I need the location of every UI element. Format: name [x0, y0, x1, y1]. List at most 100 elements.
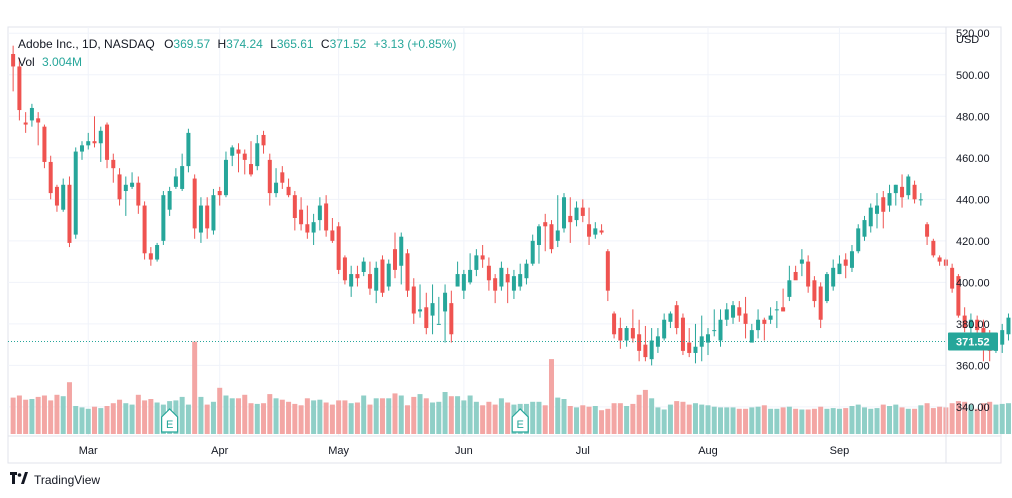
volume-bar [148, 399, 154, 434]
volume-bar [79, 407, 85, 434]
volume-bar [1005, 403, 1011, 434]
volume-bar [66, 382, 72, 434]
volume-bar [417, 394, 423, 434]
candle-body [54, 186, 59, 206]
time-tick-label: Aug [698, 445, 718, 457]
candle [787, 265, 792, 302]
volume-bar [987, 401, 993, 434]
candle [756, 309, 761, 339]
volume-bar [254, 403, 260, 434]
candle [812, 276, 817, 308]
candle-body [136, 182, 141, 206]
candle-body [217, 191, 222, 196]
volume-bar [329, 404, 335, 434]
volume-bar [492, 404, 498, 434]
candle-body [1006, 317, 1011, 335]
candle-body [123, 184, 128, 192]
volume-bar [830, 408, 836, 434]
volume-bar [686, 404, 692, 434]
volume-bar [154, 402, 160, 434]
candle-body [48, 161, 53, 194]
candle [831, 259, 836, 291]
candle [255, 134, 260, 171]
candle [574, 201, 579, 227]
volume-bar [743, 408, 749, 434]
candle [399, 232, 404, 285]
volume-bar [811, 408, 817, 434]
candle-body [806, 261, 811, 287]
volume-bar [292, 403, 298, 434]
candle [236, 143, 241, 173]
candle [762, 317, 767, 341]
tradingview-attribution[interactable]: TradingView [10, 472, 100, 487]
candle-body [192, 178, 197, 229]
candle [142, 201, 147, 260]
candle [518, 263, 523, 291]
volume-bar [636, 394, 642, 434]
volume-bar [548, 359, 554, 434]
candle-body [173, 176, 178, 187]
candle [806, 255, 811, 293]
candle [918, 193, 923, 206]
volume-bar [104, 406, 110, 434]
candle [280, 166, 285, 189]
volume-bar [298, 405, 304, 434]
candle-body [461, 274, 466, 291]
candle-body [843, 259, 848, 266]
candle [856, 224, 861, 254]
earnings-marker[interactable]: E [511, 408, 529, 433]
candle-body [818, 286, 823, 320]
volume-bar [893, 404, 899, 434]
candle [418, 284, 423, 318]
price-axis[interactable]: 520.00 500.00 480.00 460.00 440.00 420.00 400.… [956, 28, 990, 414]
close-label: C [320, 37, 330, 51]
candle [555, 195, 560, 248]
volume-bar [461, 400, 467, 434]
volume-bar [505, 402, 511, 434]
candle [173, 168, 178, 189]
candle [48, 155, 53, 200]
volume-bar [661, 409, 667, 434]
volume-bar [855, 404, 861, 434]
tradingview-logo-icon [10, 472, 28, 487]
volume-bar [480, 405, 486, 434]
candle-body [875, 205, 880, 214]
candle-body [530, 240, 535, 264]
candle-body [155, 244, 160, 260]
earnings-marker-label: E [166, 419, 173, 431]
volume-bar [868, 408, 874, 434]
candle [79, 141, 84, 160]
candle [743, 296, 748, 339]
time-tick-label: Sep [830, 445, 850, 457]
candle [161, 191, 166, 245]
volume-bar [135, 394, 141, 434]
volume-bar [35, 396, 41, 434]
volume-bar [398, 395, 404, 434]
candle [330, 218, 335, 243]
earnings-marker[interactable]: E [161, 408, 179, 433]
candle [768, 307, 773, 324]
candle [637, 319, 642, 362]
candle [17, 58, 22, 121]
time-axis[interactable]: Mar Apr May Jun Jul Aug Sep [79, 445, 849, 457]
candle-body [724, 309, 729, 320]
candle-body [449, 303, 454, 335]
candle-body [587, 224, 592, 237]
volume-bar [980, 403, 986, 434]
volume-bar [98, 408, 104, 434]
volume-bar [323, 402, 329, 434]
candle-body [687, 342, 692, 353]
candle [286, 178, 291, 198]
candle [211, 188, 216, 235]
high-value: 374.24 [226, 37, 263, 51]
volume-bar [836, 408, 842, 434]
candle [937, 255, 942, 266]
candle [731, 301, 736, 324]
candle [98, 126, 103, 162]
volume-bar [23, 399, 29, 434]
volume-bar [235, 398, 241, 434]
candle-body [649, 340, 654, 360]
tradingview-brand: TradingView [34, 472, 101, 487]
